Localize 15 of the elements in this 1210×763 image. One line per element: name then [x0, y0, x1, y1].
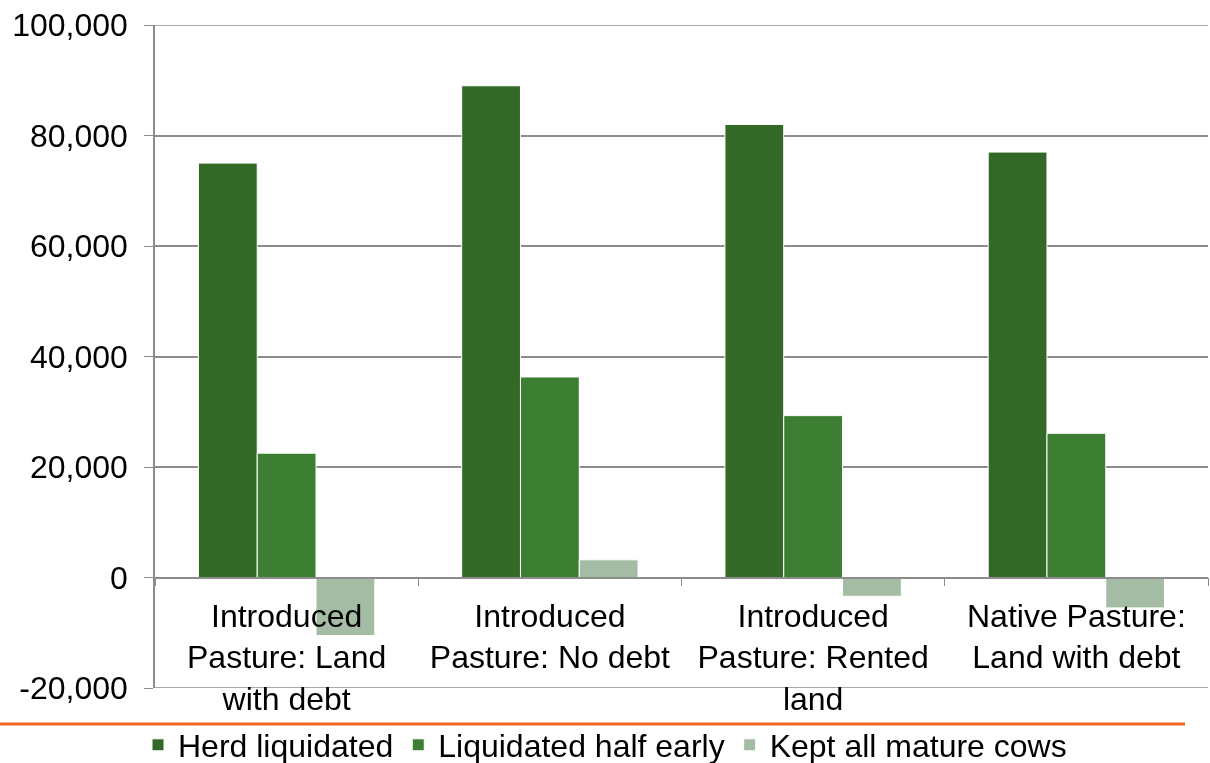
bar [842, 577, 902, 597]
legend-label: Herd liquidated [178, 728, 394, 763]
y-tick-label: -20,000 [19, 670, 128, 707]
y-tick-label: 40,000 [29, 338, 128, 375]
x-tick-label: Introduced Pasture: No debt [429, 597, 671, 676]
x-tick-label: Introduced Pasture: Rented land [697, 597, 929, 717]
y-tick-label: 20,000 [29, 449, 128, 486]
y-tick-label: 0 [110, 559, 128, 596]
legend-label: Liquidated half early [438, 728, 725, 763]
x-tick-label: Native Pasture: Land with debt [967, 597, 1186, 676]
y-tick-label: 60,000 [29, 228, 128, 265]
x-tick-label: Introduced Pasture: Land with debt [187, 597, 387, 717]
y-tick-label: 80,000 [29, 117, 128, 154]
legend-label: Kept all mature cows [769, 728, 1067, 763]
y-tick-label: 100,000 [12, 7, 128, 44]
